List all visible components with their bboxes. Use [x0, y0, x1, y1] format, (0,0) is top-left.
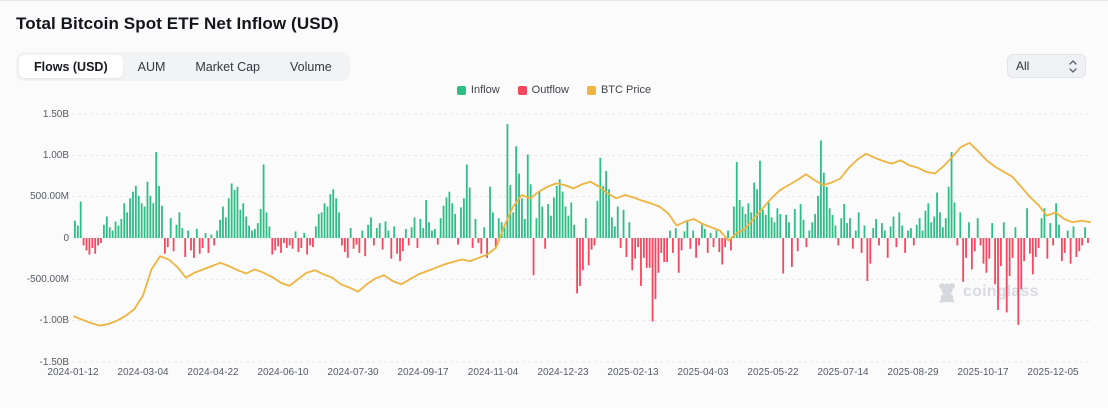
watermark-text: coinglass: [963, 283, 1039, 300]
y-axis-label: -1.50B: [39, 356, 69, 368]
y-axis-label: -1.00B: [39, 315, 69, 327]
range-select[interactable]: All: [1007, 54, 1086, 78]
outflow-swatch-icon: [517, 85, 527, 95]
btc-price-swatch-icon: [586, 85, 596, 95]
view-tabs: Flows (USD) AUM Market Cap Volume: [16, 52, 350, 81]
tab-market-cap[interactable]: Market Cap: [180, 55, 275, 78]
legend-item-outflow[interactable]: Outflow: [517, 84, 569, 96]
x-axis-label: 2024-11-04: [467, 367, 519, 378]
flows-chart[interactable]: [0, 101, 1108, 391]
x-axis-label: 2025-10-17: [957, 367, 1009, 378]
legend-item-inflow[interactable]: Inflow: [456, 84, 500, 96]
x-axis-label: 2024-03-04: [117, 367, 169, 378]
y-axis-label: 1.00B: [42, 149, 69, 161]
x-axis-label: 2025-04-03: [677, 367, 729, 378]
tab-volume[interactable]: Volume: [275, 55, 347, 78]
x-axis-label: 2025-07-14: [817, 367, 869, 378]
tab-aum[interactable]: AUM: [123, 55, 181, 78]
page-title: Total Bitcoin Spot ETF Net Inflow (USD): [16, 14, 339, 33]
legend-item-btc-price[interactable]: BTC Price: [586, 84, 652, 96]
inflow-swatch-icon: [456, 85, 466, 95]
y-axis-label: 0: [63, 232, 69, 244]
x-axis-label: 2025-05-22: [747, 367, 799, 378]
y-axis-label: 500.00M: [30, 191, 69, 203]
x-axis-label: 2025-02-13: [607, 367, 659, 378]
x-axis-label: 2025-12-05: [1027, 367, 1079, 378]
x-axis-label: 2025-08-29: [887, 367, 939, 378]
coinglass-bear-icon: [936, 281, 958, 303]
legend-label-inflow: Inflow: [470, 84, 500, 96]
x-axis-label: 2024-07-30: [327, 367, 379, 378]
chart-legend: Inflow Outflow BTC Price: [0, 84, 1108, 96]
watermark: coinglass: [936, 281, 1039, 303]
x-axis-label: 2024-04-22: [187, 367, 239, 378]
x-axis-label: 2024-12-23: [537, 367, 589, 378]
x-axis-label: 2024-01-12: [47, 367, 99, 378]
y-axis-label: -500.00M: [26, 273, 69, 285]
x-axis-label: 2024-06-10: [257, 367, 309, 378]
range-select-value: All: [1016, 59, 1030, 73]
legend-label-outflow: Outflow: [531, 84, 569, 96]
chart-area: coinglass 1.50B 1.00B 500.00M 0 -500.00M…: [0, 101, 1108, 391]
y-axis-label: 1.50B: [42, 108, 69, 120]
x-axis-label: 2024-09-17: [397, 367, 449, 378]
chevron-up-down-icon: [1069, 59, 1077, 74]
legend-label-btc-price: BTC Price: [600, 84, 652, 96]
tab-flows-usd[interactable]: Flows (USD): [19, 55, 123, 78]
